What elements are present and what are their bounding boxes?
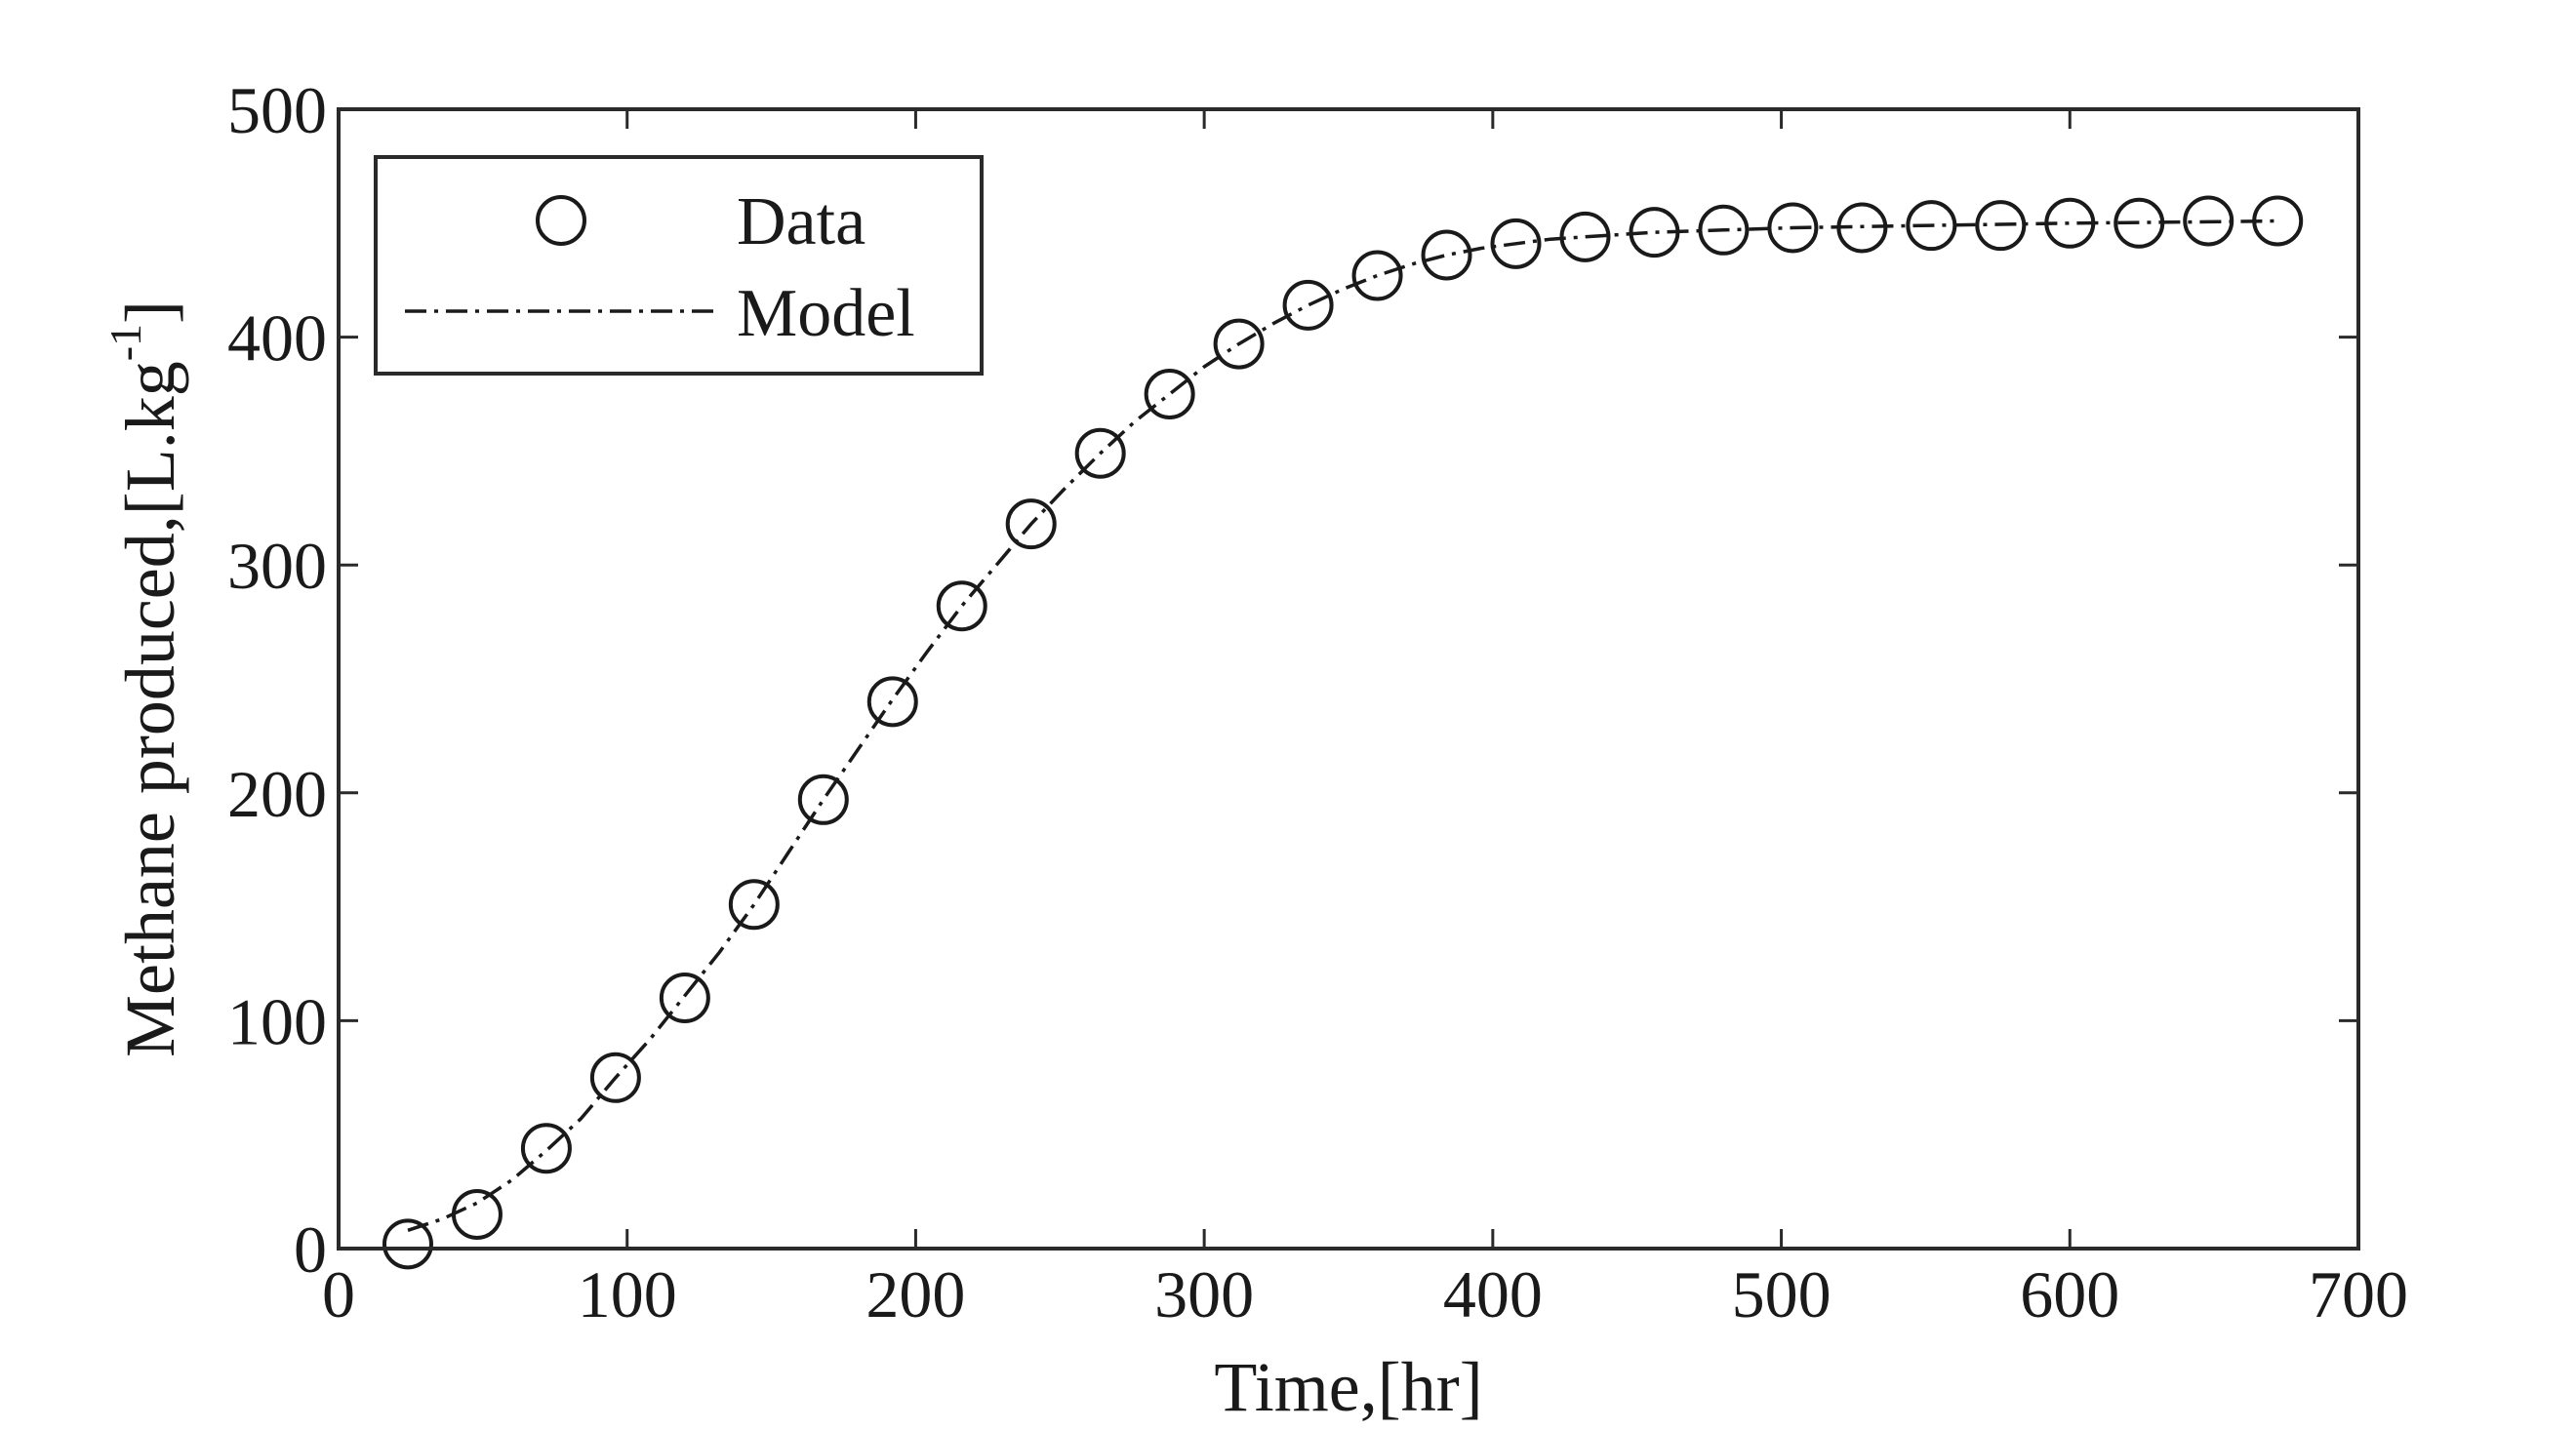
- data-point: [1213, 318, 1265, 370]
- y-axis-title-end: ]: [111, 300, 189, 324]
- x-tick-label: 0: [322, 1257, 355, 1331]
- plot-area: [382, 195, 2304, 1270]
- legend: Data Model: [374, 155, 984, 376]
- y-tick-label: 200: [227, 757, 327, 831]
- x-tick-label: 200: [865, 1257, 965, 1331]
- y-axis-title-main: Methane produced,[L.kg: [111, 361, 189, 1057]
- data-point: [1767, 202, 1819, 254]
- data-point: [382, 1218, 433, 1270]
- data-point: [1005, 498, 1057, 550]
- legend-data-label: Data: [737, 184, 865, 259]
- data-point: [589, 1052, 641, 1103]
- data-point: [2044, 197, 2096, 249]
- data-point: [659, 973, 710, 1024]
- data-point: [1490, 218, 1542, 269]
- data-point: [728, 879, 780, 931]
- x-tick-label: 500: [1732, 1257, 1831, 1331]
- series-model-line: [407, 218, 2278, 1232]
- data-point: [451, 1188, 503, 1240]
- data-point: [936, 580, 987, 632]
- data-point: [2183, 195, 2234, 247]
- plot-frame: [337, 107, 2360, 1251]
- data-point: [1144, 369, 1195, 419]
- data-point: [1351, 250, 1403, 301]
- data-point: [1836, 202, 1888, 254]
- x-tick-label: 100: [578, 1257, 677, 1331]
- legend-data-marker: [536, 195, 586, 246]
- x-tick-label: 700: [2309, 1257, 2408, 1331]
- data-point: [1421, 229, 1472, 281]
- data-point: [1698, 204, 1750, 256]
- y-axis-title: Methane produced,[L.kg-1]: [101, 300, 189, 1057]
- data-point: [1282, 279, 1334, 331]
- data-point: [520, 1123, 572, 1174]
- legend-box: [374, 155, 984, 376]
- y-tick-label: 100: [227, 984, 327, 1058]
- x-tick-label: 300: [1154, 1257, 1254, 1331]
- y-tick-label: 400: [227, 301, 327, 376]
- data-point: [1629, 207, 1680, 258]
- y-tick-label: 0: [294, 1212, 327, 1287]
- data-point: [1906, 200, 1957, 252]
- data-point: [797, 774, 849, 825]
- data-point: [1074, 427, 1126, 479]
- data-point: [2113, 197, 2165, 249]
- axis-ticks: 0 100 200 300 400 500 600 700 0 100 200 300 400 500: [227, 73, 2408, 1331]
- x-tick-label: 400: [1443, 1257, 1543, 1331]
- y-tick-label: 500: [227, 73, 327, 147]
- legend-model-label: Model: [737, 276, 915, 351]
- x-axis-title: Time,[hr]: [1214, 1348, 1482, 1426]
- data-point: [866, 676, 918, 728]
- data-point: [1559, 211, 1611, 262]
- data-point: [1975, 200, 2027, 252]
- data-point: [2252, 195, 2304, 247]
- y-axis-title-superscript: -1: [101, 324, 150, 361]
- y-tick-label: 300: [227, 529, 327, 603]
- x-tick-label: 600: [2020, 1257, 2119, 1331]
